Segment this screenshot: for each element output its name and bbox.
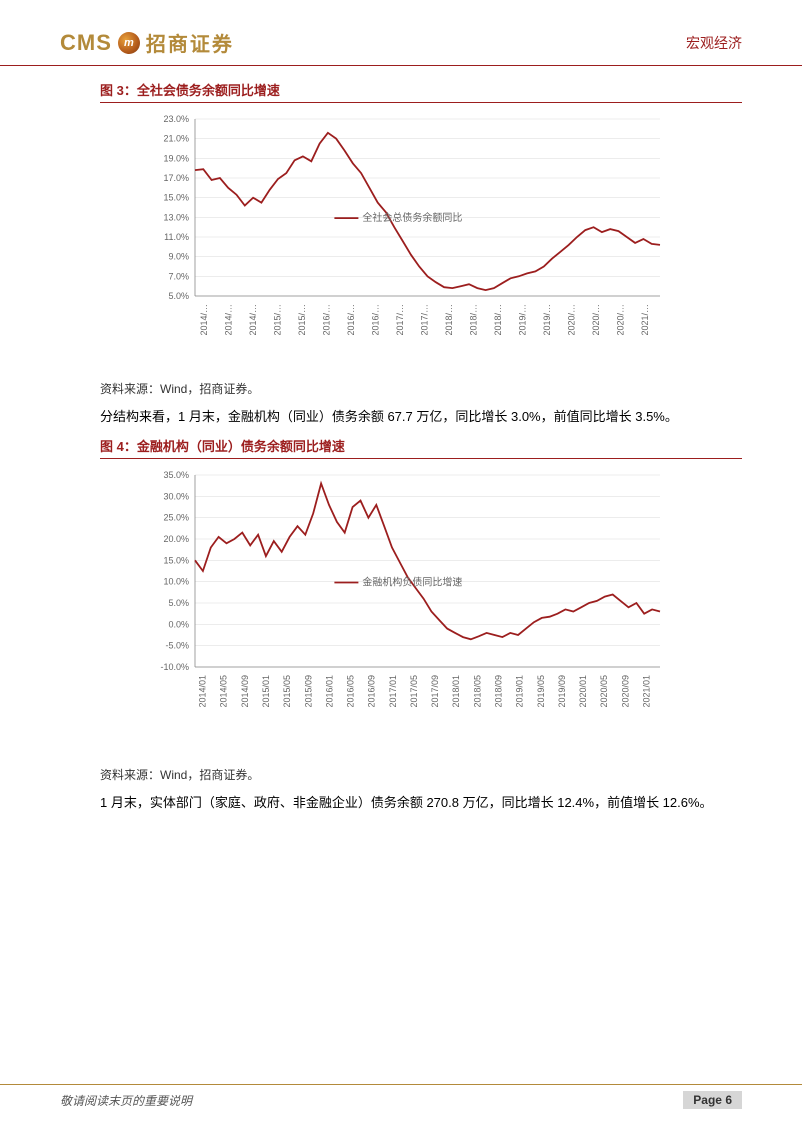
- svg-text:2014/…: 2014/…: [248, 304, 258, 336]
- svg-text:2019/…: 2019/…: [517, 304, 527, 336]
- svg-text:15.0%: 15.0%: [163, 555, 189, 565]
- svg-text:金融机构负债同比增速: 金融机构负债同比增速: [362, 575, 462, 588]
- svg-text:2019/05: 2019/05: [536, 675, 546, 708]
- svg-text:2020/09: 2020/09: [620, 675, 630, 708]
- page-content: 图 3：全社会债务余额同比增速 5.0% 7.0% 9.0% 11.0% 13.0% 15…: [0, 66, 802, 815]
- svg-text:2014/…: 2014/…: [224, 304, 234, 336]
- figure-3-source: 资料来源：Wind，招商证券。: [100, 380, 742, 397]
- svg-text:2016/09: 2016/09: [367, 675, 377, 708]
- svg-text:2021/01: 2021/01: [641, 675, 651, 708]
- page-number: Page 6: [683, 1091, 742, 1109]
- svg-text:17.0%: 17.0%: [163, 173, 189, 183]
- svg-text:2014/09: 2014/09: [240, 675, 250, 708]
- svg-text:2016/05: 2016/05: [346, 675, 356, 708]
- svg-text:2021/…: 2021/…: [640, 304, 650, 336]
- figure-4-title: 图 4：金融机构（同业）债务余额同比增速: [100, 436, 742, 459]
- svg-text:2020/01: 2020/01: [578, 675, 588, 708]
- figure-4-source: 资料来源：Wind，招商证券。: [100, 766, 742, 783]
- svg-text:23.0%: 23.0%: [163, 114, 189, 124]
- svg-text:-10.0%: -10.0%: [160, 662, 189, 672]
- svg-text:2017/01: 2017/01: [388, 675, 398, 708]
- svg-text:7.0%: 7.0%: [168, 271, 189, 281]
- header-category: 宏观经济: [686, 33, 742, 53]
- svg-text:2020/…: 2020/…: [615, 304, 625, 336]
- svg-text:25.0%: 25.0%: [163, 512, 189, 522]
- svg-text:15.0%: 15.0%: [163, 193, 189, 203]
- page-footer: 敬请阅读末页的重要说明 Page 6: [0, 1084, 802, 1109]
- svg-text:13.0%: 13.0%: [163, 212, 189, 222]
- svg-text:2019/01: 2019/01: [515, 675, 525, 708]
- svg-text:2017/05: 2017/05: [409, 675, 419, 708]
- svg-text:2016/01: 2016/01: [324, 675, 334, 708]
- logo-block: CMS m 招商证券: [60, 28, 234, 57]
- svg-text:2017/…: 2017/…: [420, 304, 430, 336]
- svg-text:19.0%: 19.0%: [163, 153, 189, 163]
- svg-text:2018/…: 2018/…: [468, 304, 478, 336]
- logo-en: CMS: [60, 30, 112, 56]
- svg-text:2020/…: 2020/…: [591, 304, 601, 336]
- logo-badge-icon: m: [118, 32, 140, 54]
- svg-text:21.0%: 21.0%: [163, 134, 189, 144]
- svg-text:30.0%: 30.0%: [163, 491, 189, 501]
- svg-text:2017/…: 2017/…: [395, 304, 405, 336]
- svg-text:2018/…: 2018/…: [444, 304, 454, 336]
- svg-text:2015/01: 2015/01: [261, 675, 271, 708]
- svg-text:2015/…: 2015/…: [297, 304, 307, 336]
- svg-text:2014/01: 2014/01: [198, 675, 208, 708]
- svg-text:2015/09: 2015/09: [303, 675, 313, 708]
- svg-text:0.0%: 0.0%: [168, 619, 189, 629]
- svg-text:35.0%: 35.0%: [163, 470, 189, 480]
- paragraph-3: 分结构来看，1 月末，金融机构（同业）债务余额 67.7 万亿，同比增长 3.0…: [100, 405, 742, 430]
- svg-text:2020/05: 2020/05: [599, 675, 609, 708]
- svg-text:10.0%: 10.0%: [163, 576, 189, 586]
- svg-text:20.0%: 20.0%: [163, 534, 189, 544]
- svg-text:2016/…: 2016/…: [322, 304, 332, 336]
- svg-text:2016/…: 2016/…: [346, 304, 356, 336]
- footer-disclaimer: 敬请阅读末页的重要说明: [60, 1092, 192, 1109]
- svg-text:5.0%: 5.0%: [168, 291, 189, 301]
- svg-text:2018/09: 2018/09: [493, 675, 503, 708]
- svg-text:2018/05: 2018/05: [472, 675, 482, 708]
- figure-3-title: 图 3：全社会债务余额同比增速: [100, 80, 742, 103]
- svg-text:全社会总债务余额同比: 全社会总债务余额同比: [362, 211, 462, 224]
- svg-text:11.0%: 11.0%: [164, 232, 189, 242]
- figure-4-chart: -10.0% -5.0% 0.0% 5.0% 10.0% 15.0% 20.0% 25.0% 3…: [150, 467, 742, 762]
- logo-cn: 招商证券: [146, 28, 234, 57]
- svg-text:9.0%: 9.0%: [168, 252, 189, 262]
- svg-text:2020/…: 2020/…: [566, 304, 576, 336]
- svg-text:2016/…: 2016/…: [371, 304, 381, 336]
- svg-text:5.0%: 5.0%: [168, 598, 189, 608]
- svg-text:2015/05: 2015/05: [282, 675, 292, 708]
- svg-text:2014/05: 2014/05: [219, 675, 229, 708]
- svg-text:2014/…: 2014/…: [199, 304, 209, 336]
- svg-text:2015/…: 2015/…: [273, 304, 283, 336]
- svg-text:2017/09: 2017/09: [430, 675, 440, 708]
- svg-text:2018/…: 2018/…: [493, 304, 503, 336]
- figure-3-chart: 5.0% 7.0% 9.0% 11.0% 13.0% 15.0% 17.0% 19.0% 21.…: [150, 111, 742, 376]
- svg-text:2019/…: 2019/…: [542, 304, 552, 336]
- paragraph-4: 1 月末，实体部门（家庭、政府、非金融企业）债务余额 270.8 万亿，同比增长…: [100, 791, 742, 816]
- svg-text:2019/09: 2019/09: [557, 675, 567, 708]
- svg-text:-5.0%: -5.0%: [165, 640, 189, 650]
- svg-text:2018/01: 2018/01: [451, 675, 461, 708]
- page-header: CMS m 招商证券 宏观经济: [0, 0, 802, 66]
